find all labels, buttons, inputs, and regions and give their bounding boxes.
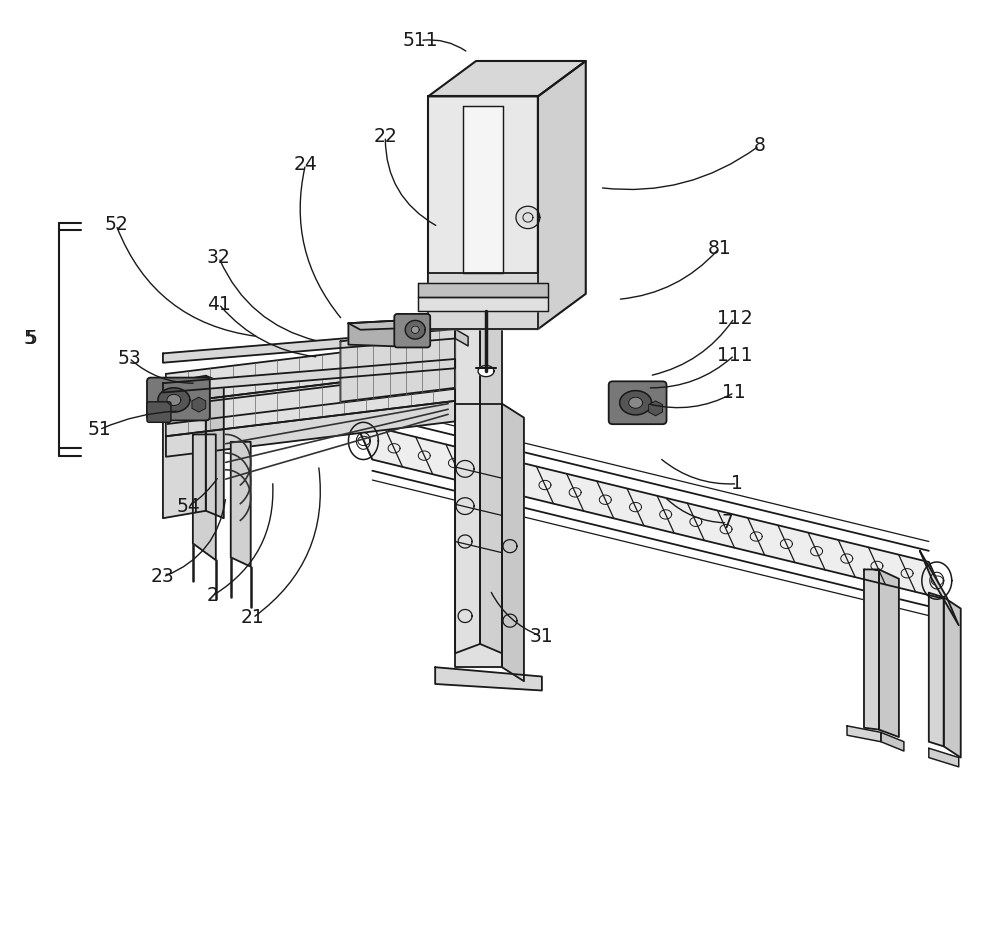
Polygon shape	[455, 318, 480, 653]
Polygon shape	[166, 338, 455, 403]
Text: 111: 111	[717, 346, 752, 365]
Polygon shape	[158, 388, 190, 412]
Text: 112: 112	[717, 308, 752, 328]
Polygon shape	[231, 442, 251, 567]
Text: 23: 23	[151, 567, 175, 587]
Text: 5: 5	[25, 329, 37, 348]
Polygon shape	[929, 748, 959, 767]
Polygon shape	[405, 320, 425, 339]
Text: 22: 22	[373, 127, 397, 146]
FancyBboxPatch shape	[394, 314, 430, 347]
Polygon shape	[620, 390, 652, 415]
Polygon shape	[166, 371, 455, 436]
Text: 51: 51	[87, 420, 111, 439]
Polygon shape	[478, 365, 494, 376]
Polygon shape	[516, 206, 540, 229]
Text: 53: 53	[117, 348, 141, 368]
Text: 8: 8	[753, 136, 765, 155]
Polygon shape	[348, 320, 412, 330]
Polygon shape	[428, 61, 586, 96]
Polygon shape	[428, 274, 538, 329]
FancyBboxPatch shape	[147, 377, 210, 420]
Polygon shape	[881, 732, 904, 751]
Polygon shape	[879, 570, 899, 737]
FancyBboxPatch shape	[609, 381, 667, 424]
Polygon shape	[502, 403, 524, 681]
Text: 52: 52	[104, 216, 128, 234]
Text: 24: 24	[294, 155, 317, 174]
Polygon shape	[455, 329, 468, 346]
Polygon shape	[167, 394, 181, 405]
Polygon shape	[206, 375, 224, 518]
Polygon shape	[538, 61, 586, 329]
Polygon shape	[163, 329, 455, 362]
Polygon shape	[193, 434, 216, 560]
Polygon shape	[418, 297, 548, 310]
Polygon shape	[163, 359, 455, 392]
Polygon shape	[163, 375, 206, 518]
Text: 7: 7	[721, 514, 733, 532]
Polygon shape	[418, 283, 548, 297]
Polygon shape	[864, 570, 879, 729]
Text: 5: 5	[23, 329, 35, 348]
Polygon shape	[166, 368, 455, 424]
Text: 54: 54	[177, 497, 201, 516]
Text: 41: 41	[207, 294, 231, 314]
Text: 31: 31	[530, 627, 554, 646]
Polygon shape	[944, 598, 961, 757]
Polygon shape	[411, 326, 419, 333]
Polygon shape	[435, 667, 542, 690]
Polygon shape	[480, 318, 502, 653]
Text: 1: 1	[731, 474, 743, 493]
Text: 21: 21	[241, 608, 265, 628]
Polygon shape	[340, 327, 455, 402]
Polygon shape	[455, 403, 502, 667]
Text: 11: 11	[722, 383, 746, 402]
Text: 2: 2	[207, 586, 219, 605]
Polygon shape	[920, 551, 959, 625]
Text: 81: 81	[708, 239, 731, 258]
Polygon shape	[166, 401, 455, 457]
Polygon shape	[629, 397, 643, 408]
FancyBboxPatch shape	[147, 402, 171, 422]
Text: 511: 511	[402, 31, 438, 50]
Polygon shape	[929, 593, 944, 746]
Text: 32: 32	[207, 248, 231, 267]
Polygon shape	[348, 320, 400, 347]
Polygon shape	[463, 106, 503, 274]
Polygon shape	[516, 281, 540, 304]
Polygon shape	[847, 726, 881, 742]
Polygon shape	[428, 96, 538, 329]
Polygon shape	[355, 422, 946, 600]
